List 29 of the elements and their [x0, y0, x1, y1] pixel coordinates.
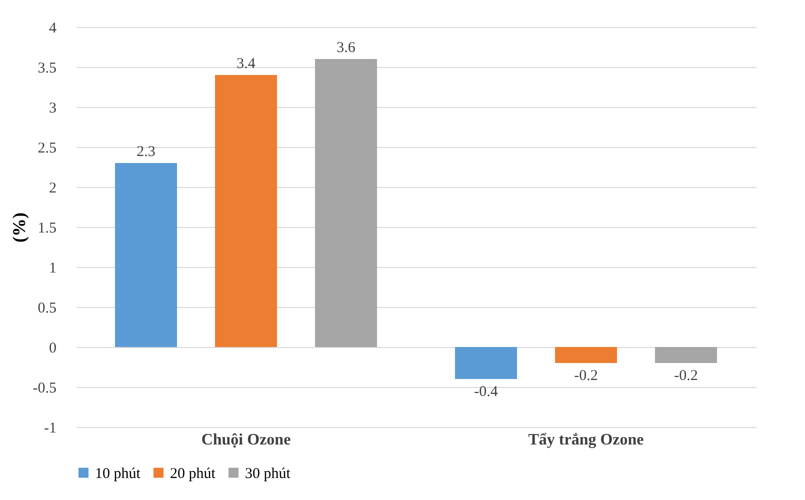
y-tick-label: 2.5	[38, 140, 56, 156]
y-tick-label: 4	[49, 20, 57, 36]
bar	[555, 347, 617, 363]
y-tick-label: -1	[44, 420, 56, 436]
data-label: -0.4	[474, 384, 498, 400]
bar	[115, 163, 177, 347]
data-label: 2.3	[136, 144, 156, 160]
legend-label: 10 phút	[95, 466, 142, 482]
y-tick-label: 1.5	[38, 220, 56, 236]
data-label: -0.2	[674, 368, 698, 384]
legend-label: 30 phút	[245, 466, 292, 482]
x-tick-label: Tẩy trắng Ozone	[528, 432, 644, 448]
legend-label: 20 phút	[170, 466, 216, 482]
y-tick-label: 2	[49, 180, 56, 196]
bar	[215, 75, 277, 347]
data-label: 3.4	[236, 56, 256, 72]
bar	[655, 347, 717, 363]
y-tick-label: 3.5	[38, 60, 56, 76]
data-label: -0.2	[574, 368, 598, 384]
y-tick-label: 1	[49, 260, 56, 276]
bar	[455, 347, 517, 379]
y-tick-label: 0.5	[38, 300, 56, 316]
y-axis-title: (%)	[8, 212, 29, 242]
y-tick-label: 3	[49, 100, 56, 116]
data-label: 3.6	[336, 40, 356, 56]
bar	[315, 59, 377, 347]
y-tick-label: 0	[49, 340, 56, 356]
x-tick-label: Chuội Ozone	[201, 432, 291, 448]
y-tick-label: -0.5	[32, 380, 56, 396]
